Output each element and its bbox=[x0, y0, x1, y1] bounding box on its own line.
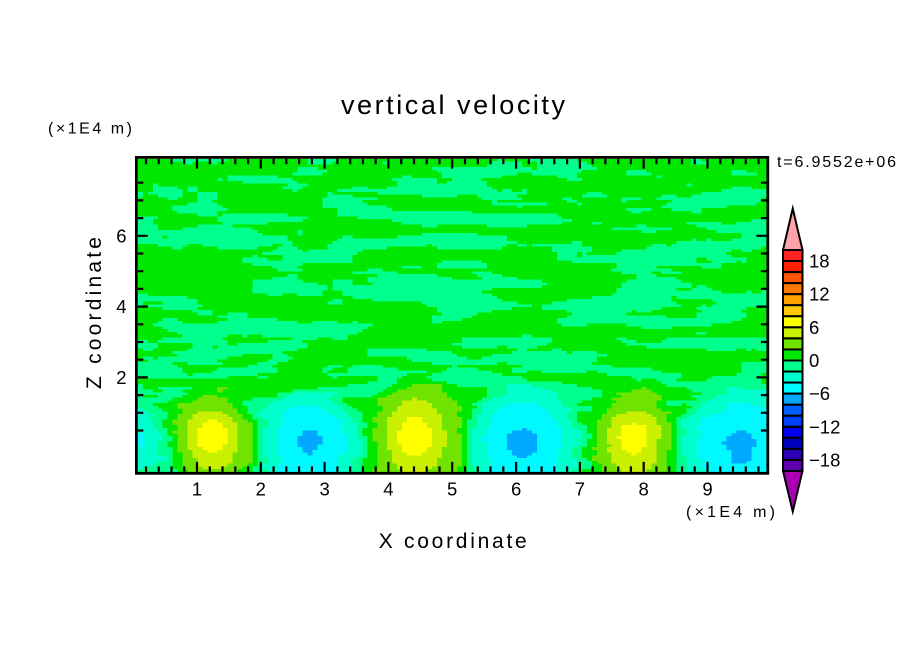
svg-text:6: 6 bbox=[511, 479, 521, 500]
svg-text:8: 8 bbox=[639, 479, 649, 500]
svg-text:18: 18 bbox=[809, 251, 830, 272]
svg-text:t=6.9552e+06: t=6.9552e+06 bbox=[777, 154, 896, 171]
svg-text:1: 1 bbox=[192, 479, 202, 500]
svg-text:−18: −18 bbox=[809, 450, 840, 471]
svg-text:0: 0 bbox=[809, 350, 819, 371]
svg-text:4: 4 bbox=[116, 296, 126, 317]
svg-text:4: 4 bbox=[383, 479, 393, 500]
svg-text:2: 2 bbox=[116, 367, 126, 388]
svg-text:7: 7 bbox=[575, 479, 585, 500]
svg-text:5: 5 bbox=[447, 479, 457, 500]
svg-text:6: 6 bbox=[809, 317, 819, 338]
svg-text:vertical velocity: vertical velocity bbox=[341, 90, 566, 120]
svg-text:6: 6 bbox=[116, 225, 126, 246]
svg-text:−6: −6 bbox=[809, 383, 830, 404]
svg-text:3: 3 bbox=[319, 479, 329, 500]
svg-text:9: 9 bbox=[702, 479, 712, 500]
svg-text:12: 12 bbox=[809, 284, 830, 305]
svg-text:2: 2 bbox=[256, 479, 266, 500]
svg-text:−12: −12 bbox=[809, 416, 840, 437]
